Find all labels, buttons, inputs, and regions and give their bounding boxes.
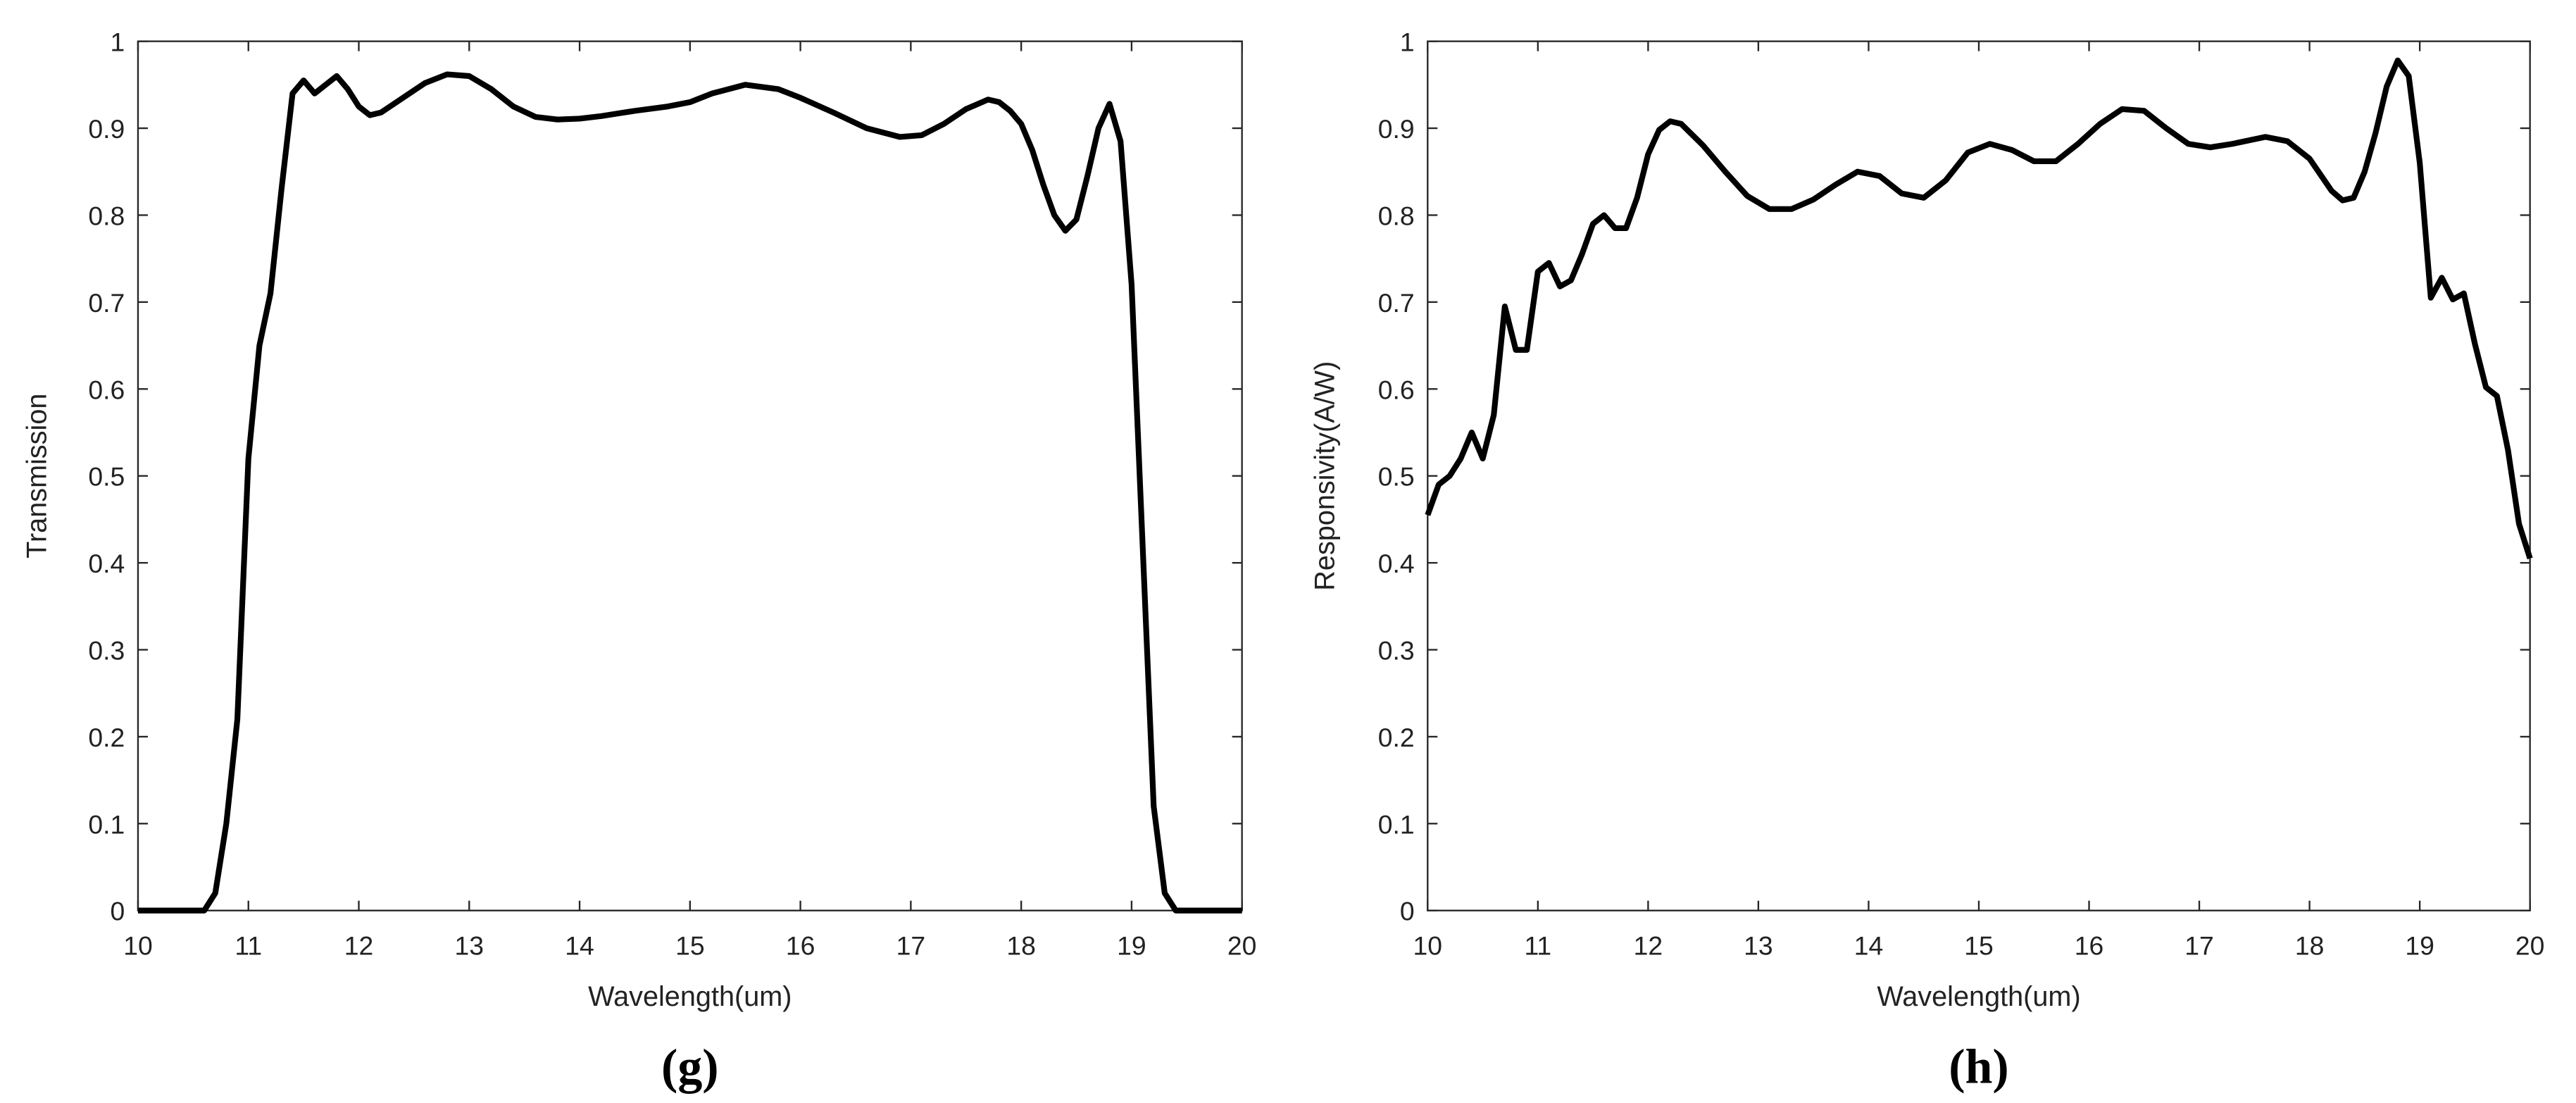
- caption: (h): [1949, 1040, 2009, 1095]
- x-tick-label: 10: [1413, 931, 1443, 961]
- y-tick-label: 1: [111, 27, 125, 57]
- y-tick-label: 0.7: [88, 288, 125, 318]
- y-tick-label: 0.8: [1378, 201, 1415, 230]
- x-tick-label: 14: [1854, 931, 1884, 961]
- x-tick-label: 16: [786, 931, 815, 961]
- y-tick-label: 0.3: [88, 636, 125, 666]
- y-tick-label: 0.5: [1378, 462, 1415, 492]
- x-tick-label: 18: [1006, 931, 1036, 961]
- x-tick-label: 13: [1744, 931, 1773, 961]
- y-tick-label: 0: [1400, 897, 1415, 926]
- y-tick-label: 0.6: [1378, 375, 1415, 404]
- y-tick-label: 0.9: [1378, 114, 1415, 144]
- y-axis-label: Responsivity(A/W): [1309, 361, 1340, 591]
- y-tick-label: 0.7: [1378, 288, 1415, 318]
- x-tick-label: 19: [2405, 931, 2434, 961]
- y-tick-label: 0.4: [88, 549, 125, 578]
- x-tick-label: 20: [1227, 931, 1257, 961]
- x-tick-label: 17: [896, 931, 926, 961]
- plot-frame: [137, 40, 1243, 911]
- x-tick-label: 15: [675, 931, 705, 961]
- y-tick-label: 0.6: [88, 375, 125, 404]
- x-tick-label: 10: [123, 931, 153, 961]
- data-line: [1425, 57, 2533, 560]
- x-tick-label: 11: [1524, 931, 1551, 961]
- y-tick-label: 0: [111, 897, 125, 926]
- y-axis-label: Transmission: [21, 394, 52, 559]
- x-tick-label: 17: [2184, 931, 2214, 961]
- y-tick-label: 1: [1400, 27, 1415, 57]
- y-tick-label: 0.1: [1378, 809, 1415, 839]
- x-tick-label: 12: [1634, 931, 1663, 961]
- x-tick-label: 11: [235, 931, 262, 961]
- caption: (g): [661, 1040, 719, 1095]
- x-tick-label: 16: [2075, 931, 2104, 961]
- x-axis-label: Wavelength(um): [588, 981, 792, 1012]
- y-tick-label: 0.2: [1378, 723, 1415, 752]
- x-tick-label: 19: [1117, 931, 1146, 961]
- y-tick-label: 0.1: [88, 809, 125, 839]
- x-tick-label: 14: [565, 931, 594, 961]
- x-tick-label: 12: [344, 931, 374, 961]
- y-tick-label: 0.4: [1378, 549, 1415, 578]
- y-tick-label: 0.3: [1378, 636, 1415, 666]
- y-tick-label: 0.9: [88, 114, 125, 144]
- y-tick-label: 0.5: [88, 462, 125, 492]
- x-tick-label: 20: [2515, 931, 2545, 961]
- x-tick-label: 15: [1964, 931, 1994, 961]
- data-line: [137, 71, 1242, 914]
- y-tick-label: 0.2: [88, 723, 125, 752]
- y-tick-label: 0.8: [88, 201, 125, 230]
- x-tick-label: 13: [455, 931, 484, 961]
- x-axis-label: Wavelength(um): [1877, 981, 2080, 1012]
- x-tick-label: 18: [2295, 931, 2325, 961]
